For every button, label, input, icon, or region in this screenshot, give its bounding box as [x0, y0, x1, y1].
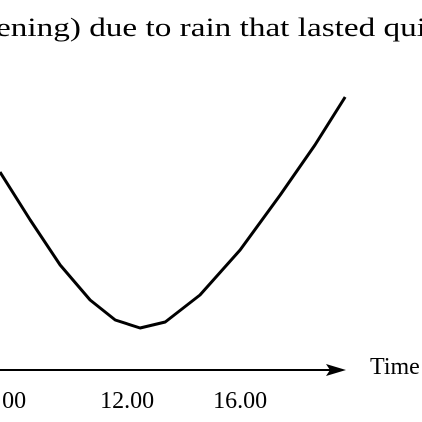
- x-tick-label: 16.00: [213, 388, 267, 414]
- chart-title: ening) due to rain that lasted qui: [0, 13, 422, 42]
- line: [0, 96, 347, 330]
- x-axis-label: Time: [370, 354, 420, 380]
- x-tick-label: 12.00: [100, 388, 154, 414]
- x-tick-label: 00: [2, 388, 26, 414]
- x-axis-arrow: [326, 364, 346, 376]
